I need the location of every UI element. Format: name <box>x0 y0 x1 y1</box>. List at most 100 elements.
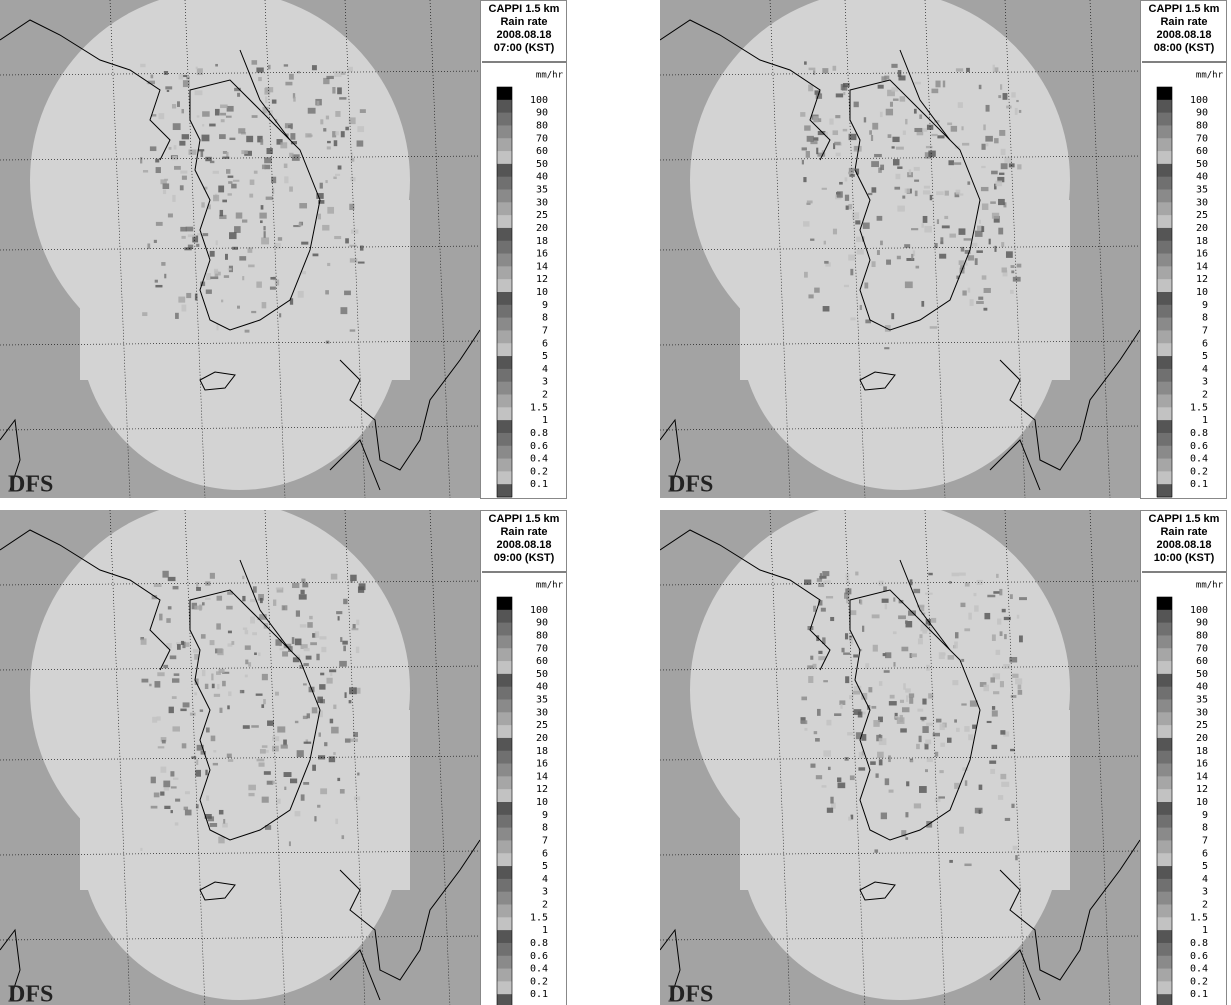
colorbar-segment <box>1157 802 1172 815</box>
rain-echo <box>802 160 804 165</box>
rain-echo <box>206 289 212 293</box>
rain-echo <box>896 147 904 150</box>
rain-echo <box>202 602 205 605</box>
rain-echo <box>1010 594 1013 599</box>
rain-echo <box>221 119 225 122</box>
rain-echo <box>334 71 341 77</box>
rain-echo <box>317 101 320 106</box>
colorbar-segment <box>497 407 512 420</box>
rain-echo <box>272 99 277 103</box>
rain-echo <box>854 146 862 152</box>
colorbar-segment <box>497 597 512 610</box>
rain-echo <box>196 587 201 591</box>
rain-echo <box>180 171 187 174</box>
rain-echo <box>925 740 931 745</box>
rain-echo <box>167 90 169 92</box>
rain-echo <box>284 176 288 183</box>
rain-echo <box>936 719 941 723</box>
rain-echo <box>857 249 864 254</box>
colorbar-segment <box>1157 623 1172 636</box>
rain-echo <box>852 691 860 695</box>
colorbar-segment <box>1157 674 1172 687</box>
rain-echo <box>282 651 288 656</box>
rain-echo <box>1011 804 1014 808</box>
colorbar-label: 8 <box>542 313 548 324</box>
rain-echo <box>174 166 181 170</box>
rain-echo <box>179 141 185 146</box>
rain-echo <box>160 767 166 773</box>
rain-echo <box>252 632 257 635</box>
rain-echo <box>173 123 181 130</box>
rain-echo <box>226 606 232 610</box>
rain-echo <box>260 749 266 754</box>
rain-echo <box>808 294 813 298</box>
rain-echo <box>1010 290 1014 294</box>
colorbar-label: 1 <box>1202 415 1208 426</box>
rain-echo <box>808 676 813 683</box>
rain-echo <box>989 761 996 764</box>
rain-echo <box>152 717 157 723</box>
watermark: DFS <box>8 472 53 498</box>
rain-echo <box>992 213 999 219</box>
rain-echo <box>905 688 910 692</box>
rain-echo <box>227 106 234 112</box>
rain-echo <box>165 86 172 89</box>
rain-echo <box>900 700 904 703</box>
rain-echo <box>1000 730 1005 734</box>
rain-echo <box>340 637 342 642</box>
rain-echo <box>843 83 850 87</box>
rain-echo <box>1018 690 1023 695</box>
rain-echo <box>828 767 831 770</box>
rain-echo <box>217 649 223 655</box>
rain-echo <box>954 162 962 165</box>
rain-echo <box>992 634 996 641</box>
rain-echo <box>1012 674 1018 678</box>
rain-echo <box>960 603 965 607</box>
rain-echo <box>299 222 302 226</box>
rain-echo <box>349 700 352 703</box>
colorbar-label: 60 <box>1196 656 1208 667</box>
rain-echo <box>817 153 825 157</box>
rain-echo <box>350 177 355 181</box>
rain-echo <box>213 763 218 766</box>
rain-echo <box>175 822 179 825</box>
rain-echo <box>834 713 841 716</box>
rain-echo <box>359 583 366 590</box>
rain-echo <box>926 723 933 726</box>
rain-echo <box>245 330 250 333</box>
colorbar-label: 4 <box>1202 874 1208 885</box>
colorbar-label: 9 <box>1202 300 1208 311</box>
colorbar-segment <box>497 610 512 623</box>
rain-echo <box>906 781 909 786</box>
rain-echo <box>922 699 926 705</box>
rain-echo <box>307 713 310 718</box>
colorbar-segment <box>497 879 512 892</box>
rain-echo <box>273 599 276 605</box>
rain-echo <box>314 816 316 821</box>
rain-echo <box>245 630 248 634</box>
colorbar-label: 0.2 <box>1190 466 1208 477</box>
colorbar-segment <box>497 484 512 497</box>
rain-echo <box>909 693 914 697</box>
colorbar-label: 80 <box>1196 120 1208 131</box>
rain-echo <box>1000 84 1002 89</box>
colorbar-label: 20 <box>536 223 548 234</box>
rain-echo <box>248 662 251 666</box>
legend-title: Rain rate <box>1160 16 1207 28</box>
legend-title: 09:00 (KST) <box>494 552 555 564</box>
rain-echo <box>989 239 991 245</box>
rain-echo <box>998 228 1003 235</box>
rain-echo <box>968 255 974 260</box>
rain-echo <box>330 673 332 676</box>
colorbar-segment <box>497 969 512 982</box>
rain-echo <box>226 169 230 174</box>
rain-echo <box>196 67 198 70</box>
rain-echo <box>195 90 203 95</box>
rain-echo <box>998 795 1003 800</box>
rain-echo <box>317 805 320 808</box>
colorbar-segment <box>497 330 512 343</box>
rain-echo <box>914 803 921 808</box>
rain-echo <box>335 174 340 176</box>
colorbar-segment <box>497 113 512 126</box>
rain-echo <box>228 759 233 762</box>
